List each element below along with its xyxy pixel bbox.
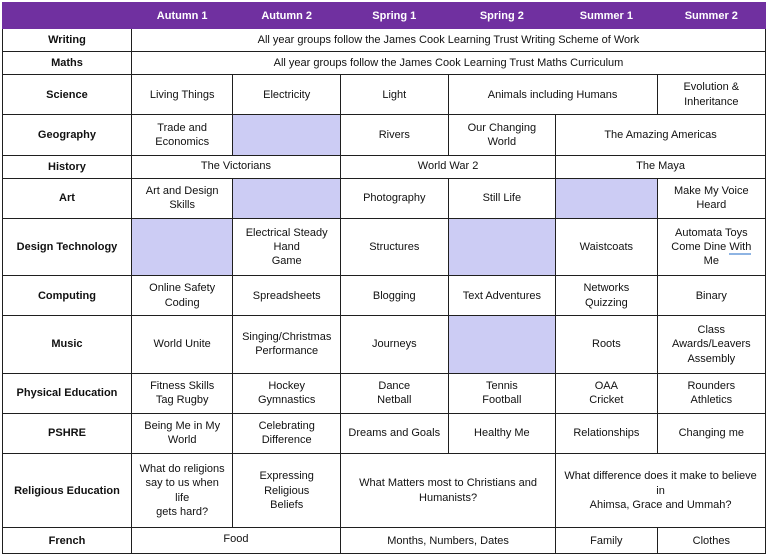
empty-cell bbox=[232, 114, 341, 156]
topic-cell: What do religions say to us when life ge… bbox=[130, 452, 234, 529]
empty-cell bbox=[555, 177, 658, 219]
topic-cell: Class Awards/Leavers Assembly bbox=[656, 315, 767, 374]
topic-cell: Animals including Humans bbox=[447, 74, 658, 116]
topic-cell: Rounders Athletics bbox=[656, 372, 767, 414]
topic-cell: Blogging bbox=[339, 275, 449, 317]
subject-label-music: Music bbox=[2, 315, 132, 374]
column-header-summer-1: Summer 1 bbox=[555, 2, 658, 29]
topic-cell: Evolution & Inheritance bbox=[656, 74, 767, 116]
table-row-art: Art Art and Design Skills Photography Still… bbox=[2, 177, 767, 219]
topic-cell: Changing me bbox=[656, 412, 767, 454]
topic-cell: Fitness Skills Tag Rugby bbox=[130, 372, 234, 414]
topic-cell: Make My Voice Heard bbox=[656, 177, 767, 219]
table-row-music: Music World Unite Singing/Christmas Perfor… bbox=[2, 315, 767, 374]
subject-label-art: Art bbox=[2, 177, 132, 219]
topic-cell: Food bbox=[130, 527, 341, 554]
topic-cell: Electrical Steady Hand Game bbox=[232, 217, 341, 277]
topic-cell: World War 2 bbox=[339, 154, 557, 179]
topic-cell: Waistcoats bbox=[555, 217, 658, 277]
topic-cell: Art and Design Skills bbox=[130, 177, 234, 219]
topic-cell: Binary bbox=[656, 275, 767, 317]
topic-cell: Dance Netball bbox=[339, 372, 449, 414]
column-header-autumn-1: Autumn 1 bbox=[130, 2, 234, 29]
subject-label-maths: Maths bbox=[2, 51, 132, 76]
table-row-maths: Maths All year groups follow the James Co… bbox=[2, 51, 767, 76]
topic-cell: Clothes bbox=[656, 527, 767, 554]
topic-cell: Trade and Economics bbox=[130, 114, 234, 156]
topic-cell: Rivers bbox=[339, 114, 449, 156]
subject-label-writing: Writing bbox=[2, 27, 132, 53]
topic-cell: Dreams and Goals bbox=[339, 412, 449, 454]
topic-cell: All year groups follow the James Cook Le… bbox=[130, 51, 767, 76]
column-header-spring-1: Spring 1 bbox=[339, 2, 449, 29]
topic-cell: What Matters most to Christians and Huma… bbox=[339, 452, 557, 529]
table-row-physical-education: Physical Education Fitness Skills Tag Rug… bbox=[2, 372, 767, 414]
topic-cell: Our Changing World bbox=[447, 114, 557, 156]
topic-text: Automata Toys Come Dine bbox=[671, 226, 748, 253]
topic-cell: All year groups follow the James Cook Le… bbox=[130, 27, 767, 53]
topic-cell: Relationships bbox=[555, 412, 658, 454]
topic-cell: Networks Quizzing bbox=[555, 275, 658, 317]
table-body: Writing All year groups follow the James … bbox=[2, 27, 767, 554]
column-header-autumn-2: Autumn 2 bbox=[232, 2, 341, 29]
topic-cell: The Maya bbox=[555, 154, 766, 179]
table-row-religious-education: Religious Education What do religions say… bbox=[2, 452, 766, 529]
empty-cell bbox=[130, 217, 234, 277]
topic-cell: The Victorians bbox=[130, 154, 341, 179]
topic-cell: Being Me in My World bbox=[130, 412, 234, 454]
table-row-computing: Computing Online Safety Coding Spreadsheet… bbox=[2, 275, 767, 317]
subject-label-computing: Computing bbox=[2, 275, 132, 317]
topic-cell: Journeys bbox=[339, 315, 449, 374]
topic-cell: Photography bbox=[339, 177, 449, 219]
topic-cell: Celebrating Difference bbox=[232, 412, 341, 454]
topic-cell: Expressing Religious Beliefs bbox=[232, 452, 341, 529]
topic-cell: Electricity bbox=[232, 74, 341, 116]
subject-label-design-technology: Design Technology bbox=[2, 217, 132, 277]
table-row-design-technology: Design Technology Electrical Steady Hand … bbox=[2, 217, 767, 277]
topic-cell: Singing/Christmas Performance bbox=[232, 315, 341, 374]
header-row: Autumn 1 Autumn 2 Spring 1 Spring 2 Summ… bbox=[2, 2, 767, 29]
topic-text: Me bbox=[703, 255, 719, 268]
subject-label-science: Science bbox=[2, 74, 132, 116]
topic-cell: What difference does it make to believe … bbox=[555, 452, 766, 529]
subject-label-history: History bbox=[2, 154, 132, 179]
topic-cell: Online Safety Coding bbox=[130, 275, 234, 317]
topic-cell: Family bbox=[555, 527, 658, 554]
subject-label-religious-education: Religious Education bbox=[2, 452, 132, 529]
grammar-underlined-text: With bbox=[729, 240, 752, 255]
topic-cell: OAA Cricket bbox=[555, 372, 658, 414]
empty-cell bbox=[447, 315, 557, 374]
corner-header-cell bbox=[2, 2, 132, 29]
table-row-writing: Writing All year groups follow the James … bbox=[2, 27, 767, 53]
topic-cell: The Amazing Americas bbox=[555, 114, 766, 156]
topic-cell: Automata Toys Come Dine With Me bbox=[656, 217, 767, 277]
column-header-summer-2: Summer 2 bbox=[656, 2, 767, 29]
topic-cell: Months, Numbers, Dates bbox=[339, 527, 557, 554]
topic-cell: Light bbox=[339, 74, 449, 116]
topic-cell: Healthy Me bbox=[447, 412, 557, 454]
subject-label-french: French bbox=[2, 527, 132, 554]
subject-label-pshre: PSHRE bbox=[2, 412, 132, 454]
topic-cell: Roots bbox=[555, 315, 658, 374]
table-row-science: Science Living Things Electricity Light Anim… bbox=[2, 74, 767, 116]
column-header-spring-2: Spring 2 bbox=[447, 2, 557, 29]
table-row-geography: Geography Trade and Economics Rivers Our Ch… bbox=[2, 114, 766, 156]
topic-cell: Still Life bbox=[447, 177, 557, 219]
topic-cell: Structures bbox=[339, 217, 449, 277]
topic-cell: Tennis Football bbox=[447, 372, 557, 414]
empty-cell bbox=[232, 177, 341, 219]
topic-cell: World Unite bbox=[130, 315, 234, 374]
empty-cell bbox=[447, 217, 557, 277]
table-row-french: French Food Months, Numbers, Dates Family Cl… bbox=[2, 527, 767, 554]
subject-label-physical-education: Physical Education bbox=[2, 372, 132, 414]
table-row-pshre: PSHRE Being Me in My World Celebrating Dif… bbox=[2, 412, 767, 454]
topic-cell: Living Things bbox=[130, 74, 234, 116]
table-row-history: History The Victorians World War 2 The Maya bbox=[2, 154, 766, 179]
topic-cell: Hockey Gymnastics bbox=[232, 372, 341, 414]
topic-cell: Spreadsheets bbox=[232, 275, 341, 317]
topic-cell: Text Adventures bbox=[447, 275, 557, 317]
subject-label-geography: Geography bbox=[2, 114, 132, 156]
